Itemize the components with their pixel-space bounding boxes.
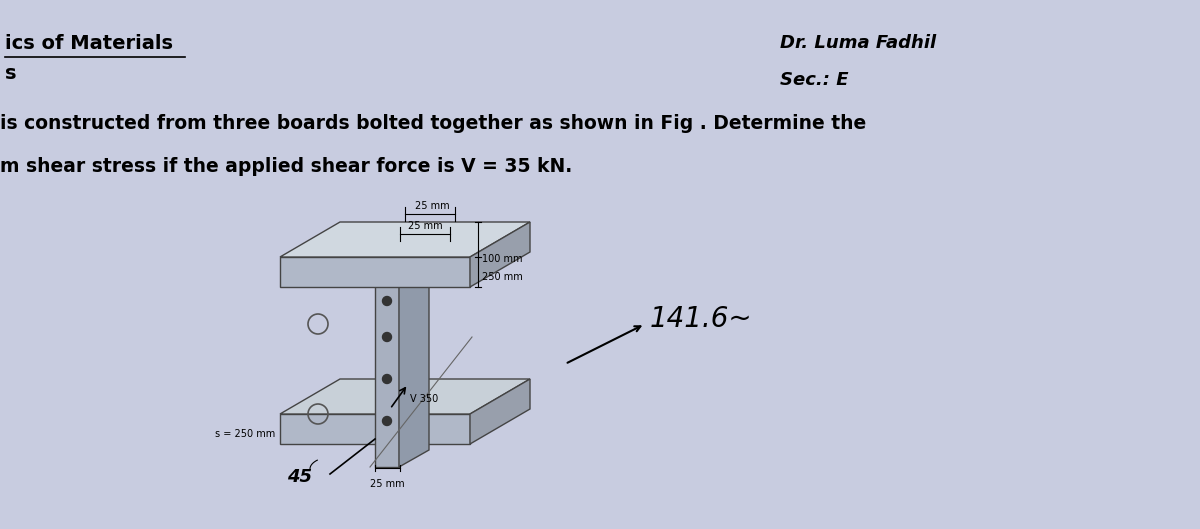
Text: s: s (5, 64, 17, 83)
Text: s = 250 mm: s = 250 mm (215, 429, 275, 439)
Polygon shape (398, 240, 430, 467)
Polygon shape (280, 379, 530, 414)
Bar (280, 414, 470, 444)
Circle shape (383, 416, 391, 425)
Text: Dr. Luma Fadhil: Dr. Luma Fadhil (780, 34, 936, 52)
Text: 25 mm: 25 mm (415, 201, 449, 211)
Bar (374, 257, 398, 467)
Circle shape (383, 296, 391, 306)
Polygon shape (470, 379, 530, 444)
Text: Sec.: E: Sec.: E (780, 71, 848, 89)
Bar (280, 257, 470, 287)
Text: 25 mm: 25 mm (408, 221, 443, 231)
Text: 45: 45 (288, 468, 312, 486)
Polygon shape (470, 222, 530, 287)
Text: ics of Materials: ics of Materials (5, 34, 173, 53)
Text: 100 mm: 100 mm (482, 254, 522, 264)
Text: V 350: V 350 (410, 394, 438, 404)
Circle shape (383, 333, 391, 342)
Polygon shape (280, 222, 530, 257)
Text: is constructed from three boards bolted together as shown in Fig . Determine the: is constructed from three boards bolted … (0, 114, 866, 133)
Text: 141.6~: 141.6~ (650, 305, 752, 333)
Text: 25 mm: 25 mm (370, 479, 404, 489)
Text: 250 mm: 250 mm (482, 272, 523, 282)
Polygon shape (374, 240, 430, 257)
Circle shape (383, 375, 391, 384)
Text: m shear stress if the applied shear force is V = 35 kN.: m shear stress if the applied shear forc… (0, 157, 572, 176)
